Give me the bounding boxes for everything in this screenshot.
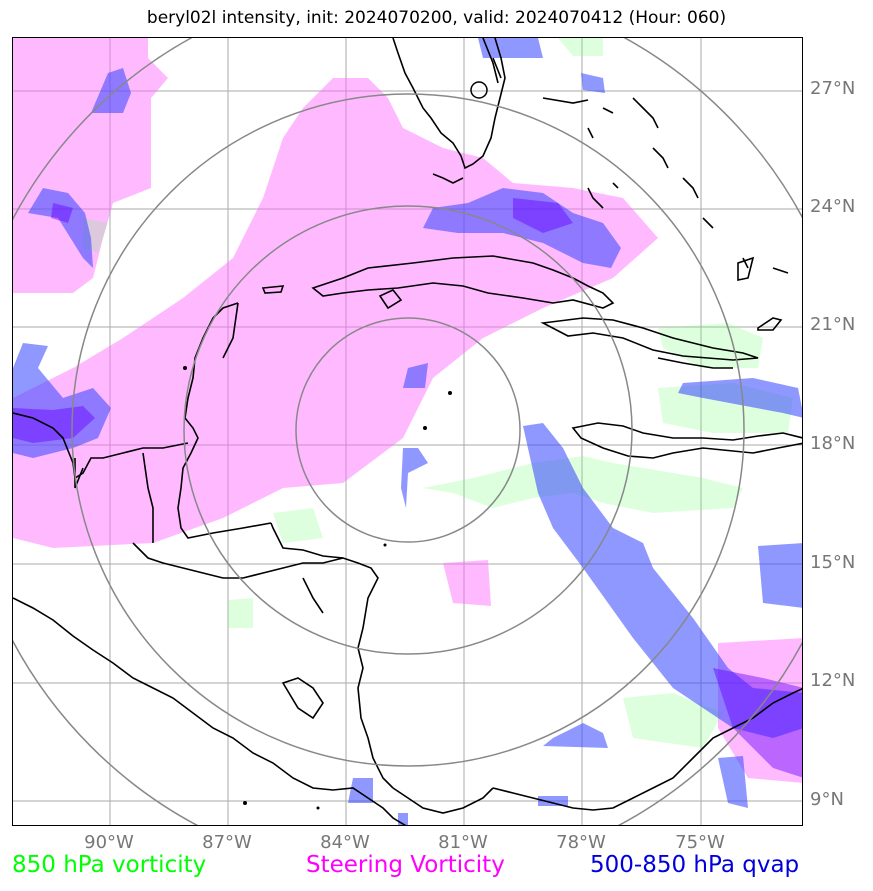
lon-label: 75°W (675, 832, 725, 853)
legend-steering-vorticity: Steering Vorticity (306, 852, 505, 878)
lat-label: 15°N (810, 552, 856, 573)
lat-label: 21°N (810, 314, 856, 335)
lon-label: 84°W (320, 832, 370, 853)
lat-label: 24°N (810, 196, 856, 217)
map-canvas (13, 38, 802, 825)
plot-title: beryl02l intensity, init: 2024070200, va… (146, 8, 727, 28)
legend-qvap: 500-850 hPa qvap (590, 852, 800, 878)
lon-label: 81°W (438, 832, 488, 853)
qvap-peak-field (13, 198, 802, 778)
small-islands (183, 81, 488, 810)
map-panel (12, 37, 803, 826)
coastlines (13, 38, 802, 825)
range-rings (13, 38, 802, 825)
lat-label: 9°N (810, 789, 844, 810)
lon-label: 87°W (202, 832, 252, 853)
qvap-field (13, 38, 802, 825)
lon-label: 90°W (84, 832, 134, 853)
lon-label: 78°W (556, 832, 606, 853)
lat-label: 27°N (810, 78, 856, 99)
lat-label: 12°N (810, 670, 856, 691)
legend-850-vorticity: 850 hPa vorticity (12, 852, 207, 878)
lat-label: 18°N (810, 433, 856, 454)
